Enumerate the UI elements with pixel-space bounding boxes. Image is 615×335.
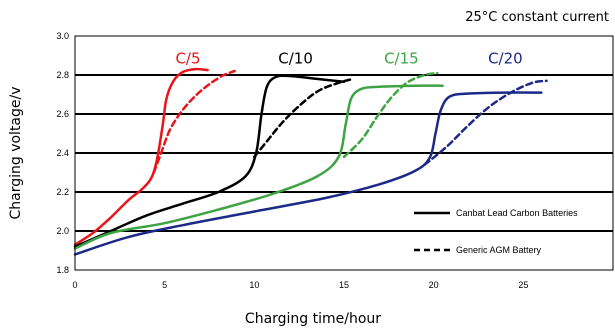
x-tick-label: 15 bbox=[339, 280, 349, 290]
y-tick-label: 2.8 bbox=[56, 70, 69, 80]
series-line-C20-solid bbox=[73, 91, 543, 256]
y-tick-label: 2.2 bbox=[56, 187, 69, 197]
rate-label-C10: C/10 bbox=[278, 49, 313, 67]
y-tick-label: 2.6 bbox=[56, 109, 69, 119]
x-axis-label: Charging time/hour bbox=[245, 311, 381, 327]
x-tick-labels: 0 5 10 15 20 25 bbox=[72, 280, 528, 290]
rate-label-C15: C/15 bbox=[384, 49, 419, 67]
rate-label-C5: C/5 bbox=[175, 49, 200, 67]
y-tick-labels: 1.8 2.0 2.2 2.4 2.6 2.8 3.0 bbox=[56, 31, 69, 275]
x-tick-label: 25 bbox=[518, 280, 528, 290]
series-line-C15-dashed bbox=[342, 71, 439, 159]
y-tick-label: 1.8 bbox=[56, 265, 69, 275]
rate-label-C20: C/20 bbox=[488, 49, 523, 67]
plot-frame bbox=[74, 35, 614, 271]
legend: Canbat Lead Carbon Batteries Generic AGM … bbox=[414, 208, 578, 255]
x-tick-label: 20 bbox=[429, 280, 439, 290]
y-tick-label: 2.0 bbox=[56, 226, 69, 236]
series-lines bbox=[73, 67, 548, 256]
y-axis-label: Charging voltage/v bbox=[8, 86, 24, 219]
chart-annotation: 25°C constant current bbox=[465, 10, 609, 25]
series-line-C5-dashed bbox=[152, 69, 236, 174]
legend-label-dashed: Generic AGM Battery bbox=[456, 245, 542, 255]
y-tick-label: 2.4 bbox=[56, 148, 69, 158]
series-line-C10-dashed bbox=[253, 77, 355, 159]
series-line-C5-solid bbox=[73, 67, 209, 246]
y-tick-label: 3.0 bbox=[56, 31, 69, 41]
series-line-C20-dashed bbox=[423, 79, 548, 166]
rate-labels: C/5 C/10 C/15 C/20 bbox=[175, 49, 522, 67]
legend-label-solid: Canbat Lead Carbon Batteries bbox=[456, 208, 578, 218]
x-tick-label: 5 bbox=[162, 280, 167, 290]
x-tick-label: 0 bbox=[72, 280, 77, 290]
series-line-C15-solid bbox=[73, 84, 444, 250]
x-tick-label: 10 bbox=[249, 280, 259, 290]
